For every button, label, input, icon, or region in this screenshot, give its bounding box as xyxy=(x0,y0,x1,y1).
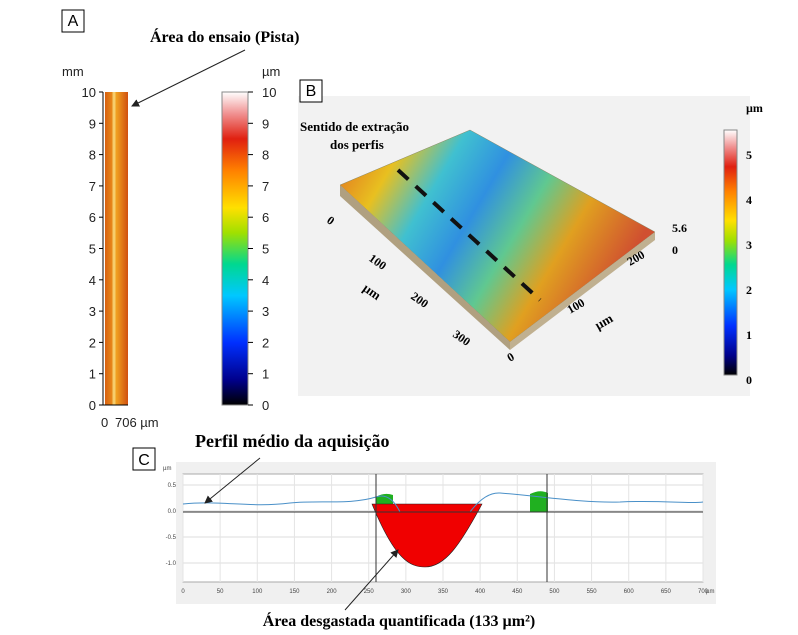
y-tick-label: 10 xyxy=(82,85,96,100)
colorbar-tick-label: 1 xyxy=(746,328,752,342)
colorbar-tick-label: 4 xyxy=(746,193,752,207)
y-tick-label: -0.5 xyxy=(166,535,177,541)
x-tick-label: 50 xyxy=(217,589,224,595)
x-tick-label: 150 xyxy=(289,589,300,595)
y-tick-label: 0 xyxy=(89,398,96,413)
x-tick-label: 706 µm xyxy=(115,415,159,430)
axis-unit: µm xyxy=(163,466,171,472)
y-tick-label: 4 xyxy=(89,273,96,288)
chart-title: Perfil médio da aquisição xyxy=(195,431,390,451)
colorbar-tick-label: 3 xyxy=(746,238,752,252)
panel-a: A Área do ensaio (Pista) mm µm 0 1 2 3 4 5 6 7 8… xyxy=(62,10,299,430)
panel-label: B xyxy=(306,83,317,100)
y-tick-label: 3 xyxy=(89,304,96,319)
colorbar xyxy=(724,130,737,375)
colorbar-tick-label: 7 xyxy=(262,179,269,194)
colorbar-tick-label: 2 xyxy=(262,335,269,350)
y-tick-label: 6 xyxy=(89,210,96,225)
y-tick-label: 0.0 xyxy=(168,509,177,515)
colorbar-tick-label: 5 xyxy=(746,148,752,162)
y-tick-label: -1.0 xyxy=(166,561,177,567)
x-tick-label: 400 xyxy=(475,589,486,595)
colorbar-tick-label: 8 xyxy=(262,148,269,163)
colorbar xyxy=(222,92,248,405)
annotation: Área do ensaio (Pista) xyxy=(150,27,299,46)
x-tick-label: 300 xyxy=(401,589,412,595)
colorbar-tick-label: 0 xyxy=(262,398,269,413)
x-tick-label: 100 xyxy=(252,589,263,595)
y-tick-label: 9 xyxy=(89,116,96,131)
material-pileup xyxy=(530,491,548,512)
x-tick-label: 350 xyxy=(438,589,449,595)
z-tick-label: 5.6 xyxy=(672,221,687,235)
panel-label: A xyxy=(68,13,79,30)
colorbar-tick-label: 4 xyxy=(262,273,269,288)
y-tick-label: 2 xyxy=(89,335,96,350)
colorbar-unit: µm xyxy=(746,101,763,115)
x-tick-label: 250 xyxy=(364,589,375,595)
y-tick-label: 7 xyxy=(89,179,96,194)
y-tick-label: 1 xyxy=(89,367,96,382)
x-tick-label: 650 xyxy=(661,589,672,595)
y-tick-label: 0.5 xyxy=(168,483,177,489)
colorbar-tick-label: 1 xyxy=(262,367,269,382)
figure: A Área do ensaio (Pista) mm µm 0 1 2 3 4 5 6 7 8… xyxy=(0,0,798,635)
colorbar-tick-label: 9 xyxy=(262,116,269,131)
y-tick-label: 8 xyxy=(89,148,96,163)
axis-unit: mm xyxy=(62,64,84,79)
colorbar-tick-label: 2 xyxy=(746,283,752,297)
x-tick-label: 600 xyxy=(624,589,635,595)
x-tick-label: 550 xyxy=(587,589,598,595)
x-tick-label: 450 xyxy=(512,589,523,595)
x-tick-label: 700 xyxy=(698,589,709,595)
y-tick-label: 5 xyxy=(89,242,96,257)
track-image xyxy=(105,92,128,405)
annotation-line: dos perfis xyxy=(330,137,384,152)
x-tick-label: 500 xyxy=(549,589,560,595)
annotation-line: Sentido de extração xyxy=(300,119,409,134)
colorbar-tick-label: 6 xyxy=(262,210,269,225)
colorbar-tick-label: 5 xyxy=(262,242,269,257)
panel-label: C xyxy=(138,452,150,469)
colorbar-tick-label: 10 xyxy=(262,85,276,100)
panel-c: C Perfil médio da aquisição µm µm 0.50.0… xyxy=(133,431,716,630)
caption: Área desgastada quantificada (133 µm²) xyxy=(263,611,535,630)
colorbar-unit: µm xyxy=(262,64,280,79)
x-tick-label: 0 xyxy=(101,415,108,430)
x-tick-label: 200 xyxy=(327,589,338,595)
colorbar-tick-label: 3 xyxy=(262,304,269,319)
colorbar-tick-label: 0 xyxy=(746,373,752,387)
z-tick-label: 0 xyxy=(672,243,678,257)
